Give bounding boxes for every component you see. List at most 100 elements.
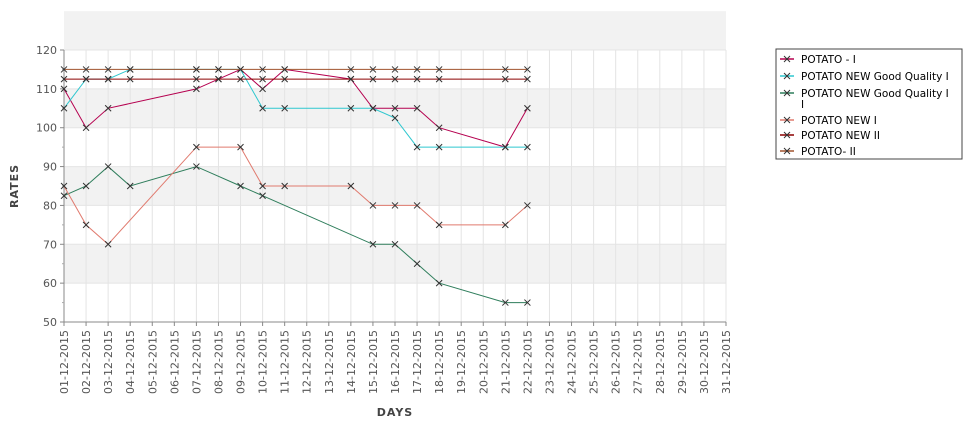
point-mark xyxy=(126,75,134,83)
x-tick-label: 24-12-2015 xyxy=(566,330,579,394)
point-mark xyxy=(281,182,289,190)
x-tick-label: 10-12-2015 xyxy=(257,330,270,394)
point-mark xyxy=(391,104,399,112)
data-point xyxy=(501,75,509,83)
data-point xyxy=(193,143,200,151)
point-mark xyxy=(82,221,90,229)
data-point xyxy=(237,182,244,190)
point-mark xyxy=(259,75,266,83)
point-mark xyxy=(524,66,531,73)
legend: POTATO - I POTATO NEW Good Quality I POTAT… xyxy=(775,48,963,160)
point-mark xyxy=(501,143,509,151)
y-axis-title: RATES xyxy=(8,164,21,208)
data-point xyxy=(391,202,399,209)
data-point xyxy=(347,104,355,112)
point-mark xyxy=(369,240,377,248)
data-point xyxy=(391,104,399,112)
legend-label: POTATO NEW I xyxy=(801,115,877,127)
legend-swatch-mark xyxy=(783,89,791,97)
data-point xyxy=(281,66,289,73)
point-mark xyxy=(104,75,112,83)
y-tick-label: 80 xyxy=(43,199,57,212)
legend-label: POTATO - I xyxy=(801,54,856,66)
data-point xyxy=(413,260,421,268)
point-mark xyxy=(126,182,134,190)
data-point xyxy=(435,75,443,83)
point-mark xyxy=(193,75,200,83)
x-tick-label: 21-12-2015 xyxy=(499,330,512,394)
point-mark xyxy=(413,260,421,268)
point-mark xyxy=(413,104,421,112)
x-tick-label: 28-12-2015 xyxy=(654,330,667,394)
point-mark xyxy=(281,66,289,73)
data-point xyxy=(347,75,355,83)
point-mark xyxy=(82,66,90,73)
data-point xyxy=(435,66,443,73)
data-point xyxy=(215,66,222,73)
data-point xyxy=(391,114,399,122)
x-tick-label: 06-12-2015 xyxy=(168,330,181,394)
y-tick-label: 60 xyxy=(43,277,57,290)
data-point xyxy=(435,279,443,287)
x-axis-title: DAYS xyxy=(377,406,413,419)
x-axis-ticks: 01-12-2015 02-12-2015 03-12-2015 04-12-2015… xyxy=(58,322,733,394)
legend-swatch-mark xyxy=(783,131,791,139)
data-point xyxy=(104,66,112,73)
data-point xyxy=(259,192,266,200)
data-point xyxy=(82,124,90,132)
point-mark xyxy=(369,202,377,209)
data-point xyxy=(60,85,68,93)
legend-label-continued: I xyxy=(801,99,804,111)
point-mark xyxy=(524,202,531,209)
x-tick-label: 16-12-2015 xyxy=(389,330,402,394)
point-mark xyxy=(104,163,112,170)
data-point xyxy=(413,143,421,151)
x-tick-label: 14-12-2015 xyxy=(345,330,358,394)
data-point xyxy=(281,104,289,112)
legend-box xyxy=(775,48,963,160)
legend-label: POTATO NEW II xyxy=(801,130,880,142)
data-point xyxy=(104,75,112,83)
data-point xyxy=(82,66,90,73)
x-tick-label: 12-12-2015 xyxy=(301,330,314,394)
point-mark xyxy=(524,299,531,306)
data-point xyxy=(369,240,377,248)
point-mark xyxy=(237,75,244,83)
point-mark xyxy=(60,85,68,93)
point-mark xyxy=(60,66,68,73)
point-mark xyxy=(501,299,509,306)
point-mark xyxy=(82,182,90,190)
point-mark xyxy=(237,143,244,151)
data-point xyxy=(501,221,509,229)
data-point xyxy=(60,66,68,73)
point-mark xyxy=(391,202,399,209)
data-point xyxy=(259,75,266,83)
band xyxy=(64,11,726,51)
point-mark xyxy=(193,66,200,73)
data-point xyxy=(413,66,421,73)
x-tick-label: 18-12-2015 xyxy=(433,330,446,394)
point-mark xyxy=(435,75,443,83)
data-point xyxy=(259,104,266,112)
point-mark xyxy=(347,66,355,73)
point-mark xyxy=(347,75,355,83)
data-point xyxy=(193,75,200,83)
x-tick-label: 23-12-2015 xyxy=(543,330,556,394)
point-mark xyxy=(391,240,399,248)
point-mark xyxy=(259,104,266,112)
data-point xyxy=(413,104,421,112)
data-point xyxy=(126,182,134,190)
data-point xyxy=(82,221,90,229)
series-line-3 xyxy=(63,146,528,246)
data-point xyxy=(524,299,531,306)
point-mark xyxy=(193,85,200,93)
series-markers xyxy=(60,66,531,306)
x-tick-label: 30-12-2015 xyxy=(698,330,711,394)
data-point xyxy=(524,66,531,73)
x-tick-label: 15-12-2015 xyxy=(367,330,380,394)
data-point xyxy=(104,104,112,112)
point-mark xyxy=(369,75,377,83)
y-tick-label: 90 xyxy=(43,161,57,174)
point-mark xyxy=(259,66,266,73)
data-point xyxy=(60,104,68,112)
